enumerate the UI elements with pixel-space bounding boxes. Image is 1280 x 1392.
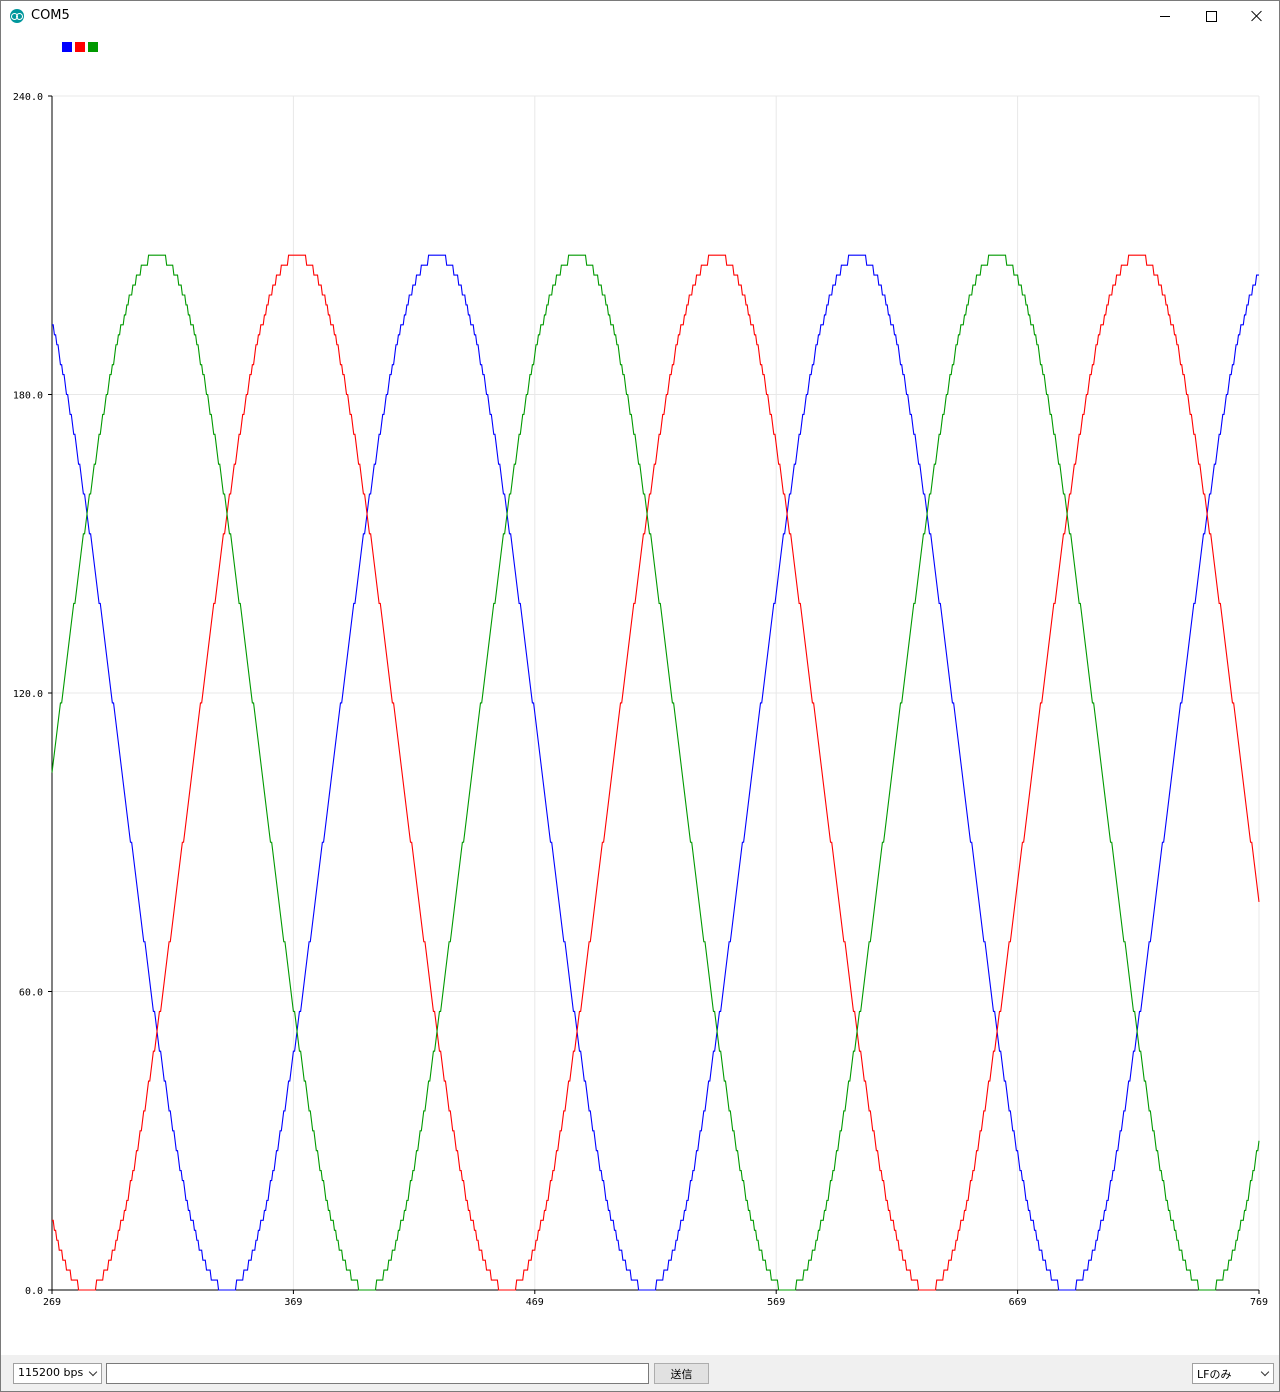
legend-swatch-red: [75, 42, 85, 52]
y-tick-label: 120.0: [13, 689, 43, 700]
y-tick-label: 180.0: [13, 391, 43, 402]
arduino-infinity-icon: [10, 9, 24, 23]
minimize-icon: [1160, 15, 1170, 17]
baud-rate-value: 115200 bps: [18, 1366, 84, 1379]
y-tick-label: 60.0: [19, 988, 43, 999]
x-tick-label: 669: [1009, 1297, 1027, 1308]
window-title: COM5: [31, 8, 70, 23]
x-tick-label: 469: [526, 1297, 544, 1308]
series-line-0: [52, 254, 1259, 1291]
serial-input[interactable]: [106, 1363, 649, 1384]
baud-rate-select[interactable]: 115200 bps: [13, 1363, 102, 1384]
legend-swatch-blue: [62, 42, 72, 52]
plot-area: 0.0 60.0 120.0 180.0 240.0 269 369 469 569 669 769: [13, 92, 1268, 1308]
y-tick-label: 0.0: [25, 1286, 43, 1297]
x-tick-label: 369: [284, 1297, 302, 1308]
minimize-button[interactable]: [1142, 1, 1188, 31]
x-tick-label: 269: [43, 1297, 61, 1308]
chevron-down-icon: [88, 1367, 98, 1377]
y-tick-label: 240.0: [13, 92, 43, 103]
close-icon: [1251, 10, 1263, 22]
series-line-2: [51, 254, 1260, 1291]
x-tick-label: 769: [1250, 1297, 1268, 1308]
x-tick-label: 569: [767, 1297, 785, 1308]
bottom-toolbar: 115200 bps 送信 LFのみ: [1, 1355, 1279, 1391]
chevron-down-icon: [1260, 1367, 1270, 1377]
line-ending-select[interactable]: LFのみ: [1192, 1363, 1274, 1384]
series-line-1: [52, 254, 1260, 1291]
title-bar[interactable]: COM5: [1, 1, 1279, 31]
series-legend: [62, 42, 98, 52]
legend-swatch-green: [88, 42, 98, 52]
maximize-button[interactable]: [1188, 1, 1234, 31]
send-button[interactable]: 送信: [654, 1363, 709, 1384]
line-ending-value: LFのみ: [1197, 1368, 1232, 1381]
close-button[interactable]: [1234, 1, 1280, 31]
maximize-icon: [1205, 10, 1217, 22]
